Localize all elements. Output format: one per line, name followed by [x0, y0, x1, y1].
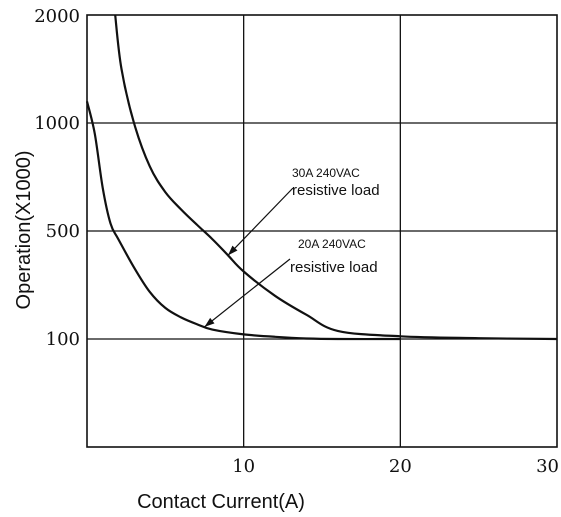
annotation-arrow-line: [227, 187, 294, 256]
tick-labels: 10 20 30 100 500 1000 2000: [34, 6, 559, 477]
y-tick-label: 1000: [34, 113, 80, 134]
series-30a-curve: [114, 14, 558, 341]
y-tick-label: 2000: [34, 6, 80, 27]
annotation-line2: resistive load: [292, 182, 380, 199]
y-tick-label: 500: [46, 221, 80, 242]
annotations: 30A 240VAC resistive load 20A 240VAC resist…: [204, 166, 380, 328]
x-tick-label: 20: [389, 456, 412, 477]
x-axis-label: Contact Current(A): [137, 491, 305, 513]
annotation-30a: 30A 240VAC resistive load: [227, 166, 380, 256]
annotation-20a: 20A 240VAC resistive load: [204, 237, 378, 328]
series-20a-curve: [85, 101, 401, 341]
annotation-line1: 30A 240VAC: [292, 166, 360, 180]
arrowhead-icon: [204, 317, 215, 327]
y-axis-label: Operation(X1000): [13, 151, 35, 310]
annotation-line1: 20A 240VAC: [298, 237, 366, 251]
curves: [85, 14, 558, 341]
x-tick-label: 10: [232, 456, 255, 477]
y-tick-label: 100: [46, 329, 80, 350]
annotation-line2: resistive load: [290, 259, 378, 276]
annotation-arrow-line: [204, 258, 291, 328]
x-tick-label: 30: [536, 456, 559, 477]
arrowhead-icon: [228, 245, 238, 256]
grid: [86, 14, 558, 448]
